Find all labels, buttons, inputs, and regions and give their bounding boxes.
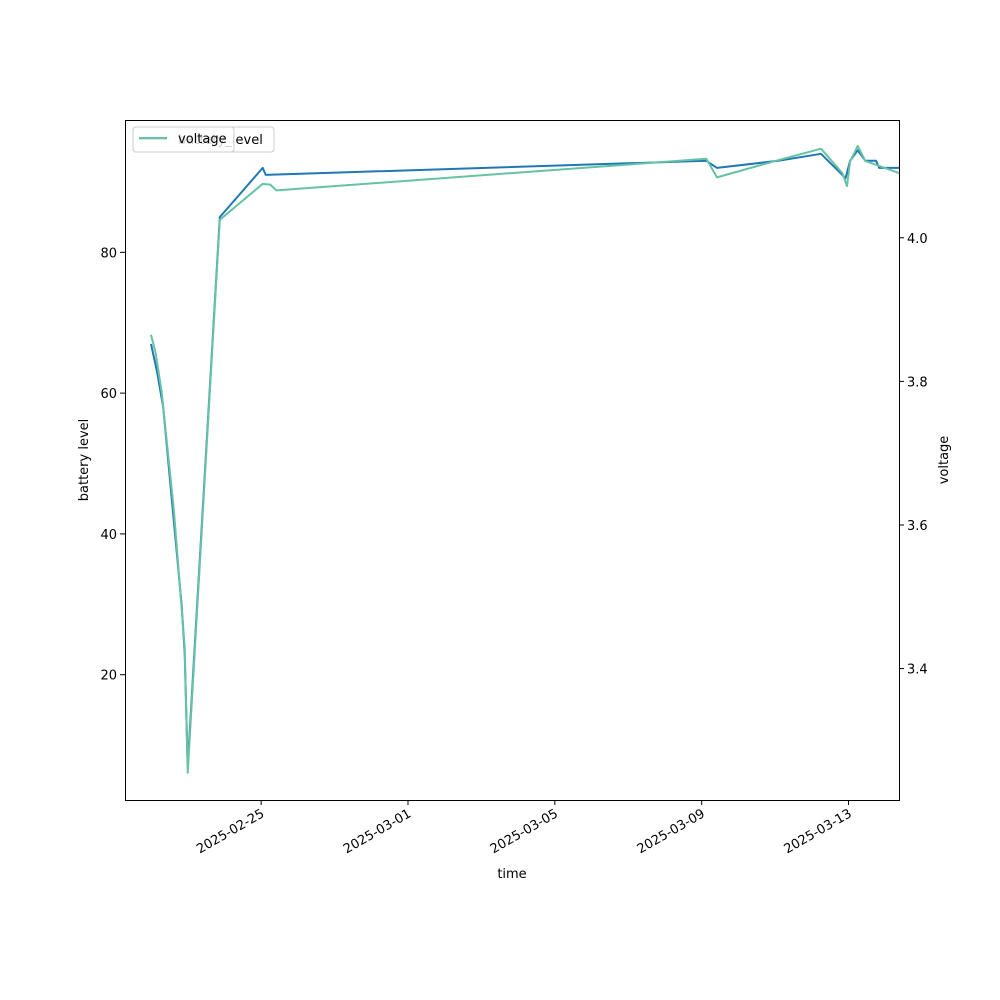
right-y-tick-label: 4.0 [907, 232, 928, 247]
legend-voltage-label: voltage [178, 132, 227, 147]
plot-lines [150, 144, 900, 774]
left-y-axis-title: battery level [77, 419, 92, 502]
x-tick-label: 2025-03-01 [341, 806, 414, 857]
right-y-tick-label: 3.4 [907, 663, 928, 678]
x-axis-title: time [497, 867, 526, 882]
x-tick-label: 2025-03-05 [488, 806, 561, 857]
series-line-voltage [150, 144, 900, 774]
right-y-axis-ticks: 3.4 3.6 3.8 4.0 [899, 232, 928, 678]
plot-frame [125, 120, 900, 801]
x-axis-ticks: 2025-02-25 2025-03-01 2025-03-05 2025-03-09… [194, 800, 855, 857]
left-y-tick-label: 80 [100, 246, 117, 261]
right-y-axis-title: voltage [937, 436, 952, 485]
left-y-tick-label: 20 [100, 669, 117, 684]
series-line-battery-level [150, 149, 899, 768]
left-y-tick-label: 40 [100, 528, 117, 543]
legend-voltage: voltage [132, 126, 235, 153]
legend-voltage-frame [132, 126, 235, 153]
right-y-tick-label: 3.6 [907, 519, 928, 534]
left-y-axis-ticks: 20 40 60 80 [100, 246, 125, 684]
right-y-tick-label: 3.8 [907, 375, 928, 390]
left-y-tick-label: 60 [100, 387, 117, 402]
x-tick-label: 2025-03-09 [635, 806, 708, 857]
x-tick-label: 2025-02-25 [194, 806, 267, 857]
x-tick-label: 2025-03-13 [782, 806, 855, 857]
